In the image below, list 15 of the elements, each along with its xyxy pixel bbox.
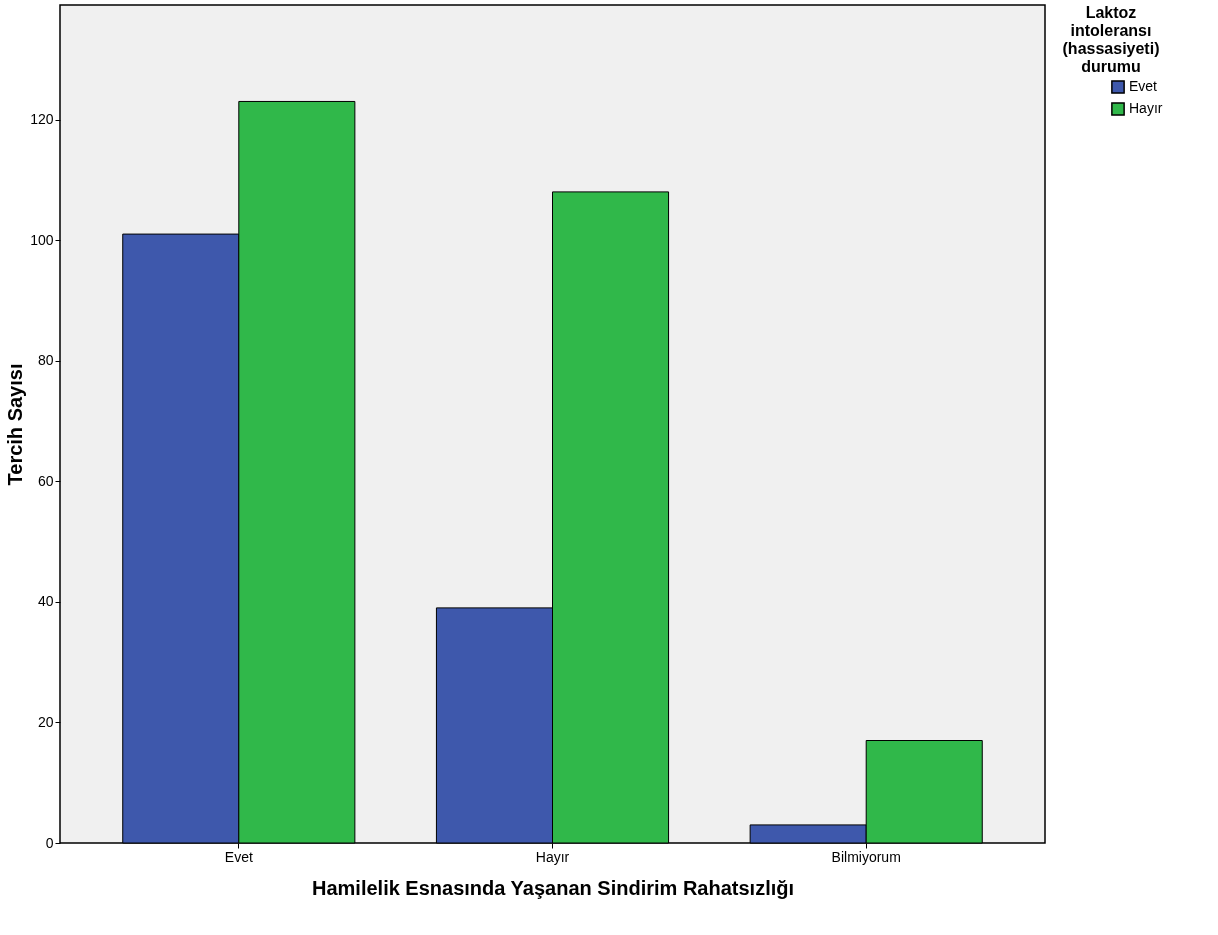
y-tick-label: 20 [37, 713, 54, 730]
y-tick-label: 0 [45, 834, 54, 851]
x-tick-label: Bilmiyorum [831, 848, 901, 865]
legend-title: Laktoz intoleransı (hassasiyeti) durumu [1062, 4, 1160, 75]
y-tick-label: 120 [30, 111, 54, 128]
y-tick-label: 80 [37, 352, 54, 369]
y-tick-label: 60 [37, 472, 54, 489]
x-axis-title: Hamilelik Esnasında Yaşanan Sindirim Rahatsızlığı [311, 876, 795, 899]
y-axis-title: Tercih Sayısı [4, 363, 27, 486]
y-tick-label: 40 [37, 593, 54, 610]
y-tick-label: 100 [30, 231, 54, 248]
x-tick-label: Hayır [535, 848, 570, 865]
x-tick-label: Evet [224, 848, 253, 865]
legend-label: Evet [1129, 78, 1158, 94]
legend-label: Hayır [1129, 100, 1163, 116]
